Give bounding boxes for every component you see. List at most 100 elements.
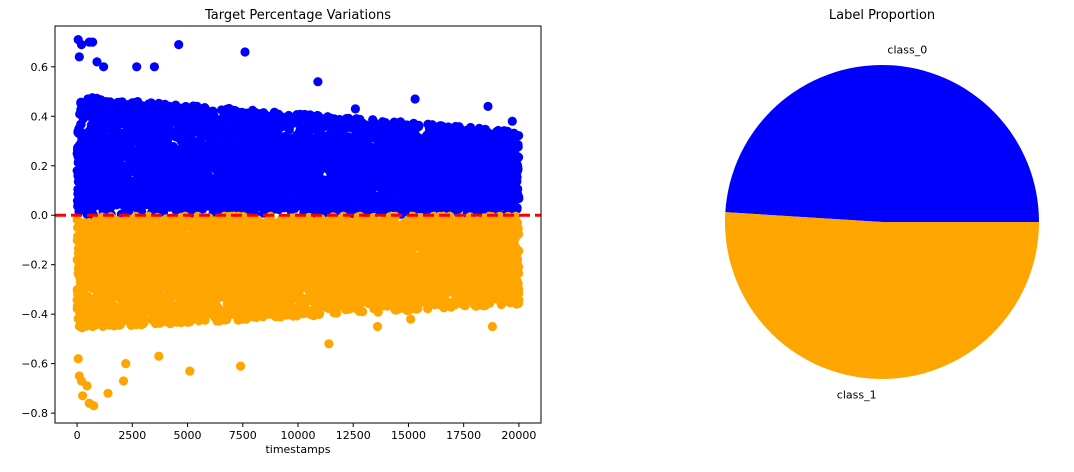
- scatter-point: [136, 127, 146, 137]
- scatter-point: [281, 131, 291, 141]
- scatter-point: [345, 118, 355, 128]
- scatter-point: [251, 188, 261, 198]
- scatter-point: [385, 120, 395, 130]
- scatter-point: [159, 104, 169, 114]
- scatter-point: [385, 195, 395, 205]
- scatter-point: [488, 154, 498, 164]
- scatter-point: [262, 172, 272, 182]
- scatter-point: [129, 176, 139, 186]
- scatter-point: [73, 201, 83, 211]
- scatter-point: [96, 102, 106, 113]
- scatter-point: [483, 189, 493, 199]
- scatter-point: [220, 109, 230, 119]
- scatter-point: [259, 147, 269, 157]
- scatter-point: [237, 193, 247, 203]
- scatter-point: [334, 118, 345, 128]
- scatter-point: [133, 153, 143, 163]
- scatter-point: [120, 175, 130, 185]
- scatter-point: [226, 200, 236, 210]
- scatter-point: [423, 157, 433, 167]
- scatter-point: [287, 142, 297, 152]
- scatter-outlier-point: [74, 52, 84, 62]
- scatter-point: [142, 115, 152, 126]
- scatter-point: [151, 109, 161, 119]
- scatter-point: [231, 106, 241, 116]
- scatter-point: [499, 191, 509, 202]
- scatter-point: [309, 145, 319, 155]
- scatter-point: [367, 176, 377, 186]
- scatter-point: [513, 184, 523, 194]
- scatter-point: [199, 153, 210, 163]
- scatter-point: [165, 155, 175, 165]
- scatter-point: [166, 127, 176, 137]
- scatter-point: [409, 199, 419, 209]
- scatter-point: [341, 164, 351, 175]
- scatter-point: [157, 125, 168, 135]
- scatter-point: [372, 165, 383, 175]
- scatter-outlier-point: [507, 116, 517, 126]
- scatter-point: [491, 201, 501, 211]
- scatter-point: [189, 144, 199, 154]
- scatter-point: [240, 132, 250, 142]
- scatter-point: [406, 155, 416, 165]
- scatter-point: [357, 178, 367, 188]
- scatter-point: [503, 126, 513, 136]
- scatter-point: [279, 185, 289, 196]
- scatter-point: [329, 194, 339, 204]
- scatter-point: [103, 195, 113, 205]
- scatter-point: [401, 187, 411, 197]
- scatter-point: [254, 172, 264, 182]
- scatter-point: [140, 168, 150, 179]
- scatter-point: [320, 134, 330, 144]
- scatter-point: [100, 162, 110, 173]
- scatter-point: [344, 149, 354, 159]
- scatter-point: [387, 174, 397, 184]
- scatter-point: [126, 185, 136, 195]
- scatter-point: [476, 148, 486, 158]
- scatter-point: [158, 200, 168, 210]
- scatter-outlier-point: [149, 62, 159, 72]
- scatter-point: [337, 180, 347, 190]
- scatter-series: [72, 35, 524, 219]
- scatter-point: [76, 192, 87, 202]
- scatter-chart-title: Target Percentage Variations: [204, 8, 391, 23]
- scatter-point: [505, 162, 515, 172]
- scatter-point: [152, 191, 162, 201]
- scatter-point: [75, 109, 85, 119]
- scatter-point: [413, 191, 423, 201]
- scatter-point: [205, 131, 215, 141]
- scatter-point: [119, 149, 129, 159]
- scatter-point: [124, 128, 134, 138]
- scatter-point: [202, 182, 212, 192]
- scatter-chart: Target Percentage Variations 0 2500 5000 75…: [21, 8, 542, 456]
- scatter-point: [419, 181, 429, 191]
- scatter-point: [189, 156, 199, 166]
- scatter-point: [476, 125, 486, 136]
- scatter-point: [445, 193, 455, 203]
- scatter-point: [299, 116, 309, 126]
- scatter-point: [221, 188, 231, 198]
- scatter-point: [395, 146, 405, 156]
- scatter-point: [356, 192, 366, 202]
- scatter-point: [170, 110, 180, 120]
- scatter-point: [143, 104, 153, 114]
- scatter-point: [500, 174, 510, 184]
- scatter-point: [339, 199, 349, 209]
- scatter-point: [299, 131, 309, 141]
- scatter-point: [308, 174, 318, 184]
- scatter-point: [129, 98, 139, 108]
- scatter-point: [183, 193, 193, 203]
- scatter-point: [357, 119, 367, 129]
- scatter-point: [218, 151, 228, 161]
- scatter-point: [182, 127, 192, 137]
- scatter-point: [273, 129, 283, 139]
- scatter-point: [453, 143, 463, 153]
- scatter-point: [75, 158, 85, 168]
- scatter-point: [419, 135, 429, 145]
- scatter-outlier-point: [240, 47, 250, 57]
- scatter-point: [212, 117, 223, 127]
- scatter-point: [153, 164, 163, 175]
- scatter-point: [83, 180, 93, 191]
- scatter-point: [76, 99, 86, 109]
- scatter-point: [246, 114, 256, 124]
